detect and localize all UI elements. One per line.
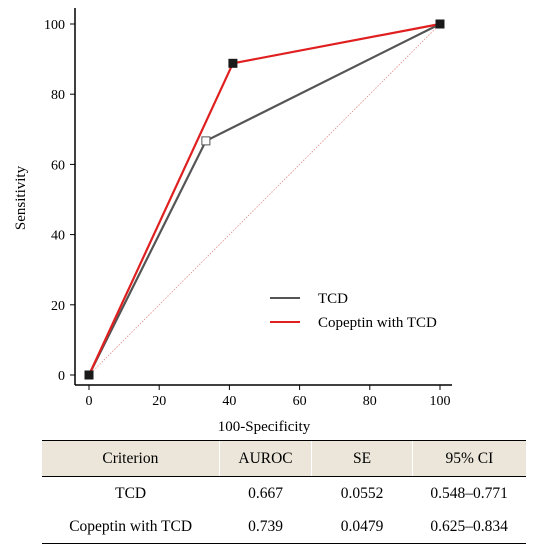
series-layer <box>84 19 445 380</box>
table-header-row: Criterion AUROC SE 95% CI <box>42 440 526 477</box>
cell-95-ci: 0.548–0.771 <box>430 484 508 502</box>
y-tick-label: 40 <box>51 229 65 244</box>
x-tick-label: 40 <box>222 394 236 409</box>
x-tick-label: 0 <box>86 394 93 409</box>
data-point-copeptin-with-tcd <box>228 58 238 68</box>
y-axis-label: Sensitivity <box>13 165 29 230</box>
header-95-ci: 95% CI <box>411 440 526 477</box>
table-row: TCD 0.667 0.0552 0.548–0.771 <box>42 477 526 511</box>
y-axis-ticks: 0 20 40 60 80 100 <box>44 18 75 384</box>
cell-95-ci: 0.625–0.834 <box>412 510 526 544</box>
x-tick-label: 20 <box>152 394 166 409</box>
y-tick-label: 80 <box>51 88 65 103</box>
data-point-copeptin-with-tcd <box>84 370 94 380</box>
header-auroc: AUROC <box>218 440 312 477</box>
header-criterion: Criterion <box>42 440 220 477</box>
legend: TCD Copeptin with TCD <box>270 291 437 331</box>
cell-criterion: Copeptin with TCD <box>42 510 220 544</box>
cell-se: 0.0552 <box>340 484 384 502</box>
cell-auroc: 0.667 <box>248 484 283 502</box>
auroc-table: Criterion AUROC SE 95% CI TCD 0.667 0.05… <box>42 440 526 544</box>
x-tick-label: 80 <box>363 394 377 409</box>
legend-label-tcd: TCD <box>318 291 348 307</box>
x-axis-label: 100-Specificity <box>218 419 311 435</box>
cell-criterion: TCD <box>115 484 147 502</box>
data-point-tcd <box>201 136 211 146</box>
x-axis-ticks: 0 20 40 60 80 100 <box>86 385 451 409</box>
cell-auroc: 0.739 <box>219 510 312 544</box>
header-se: SE <box>311 440 413 477</box>
y-tick-label: 100 <box>44 18 65 33</box>
y-tick-label: 0 <box>58 369 65 384</box>
x-tick-label: 60 <box>293 394 307 409</box>
cell-se: 0.0479 <box>311 510 413 544</box>
y-tick-label: 20 <box>51 299 65 314</box>
table-row: Copeptin with TCD 0.739 0.0479 0.625–0.8… <box>42 510 526 544</box>
y-tick-label: 60 <box>51 158 65 173</box>
legend-label-copeptin-with-tcd: Copeptin with TCD <box>318 315 437 331</box>
roc-chart: 0 20 40 60 80 100 0 20 40 60 80 100 100-Specificit… <box>13 8 452 435</box>
x-tick-label: 100 <box>430 394 451 409</box>
data-point-copeptin-with-tcd <box>435 19 445 29</box>
